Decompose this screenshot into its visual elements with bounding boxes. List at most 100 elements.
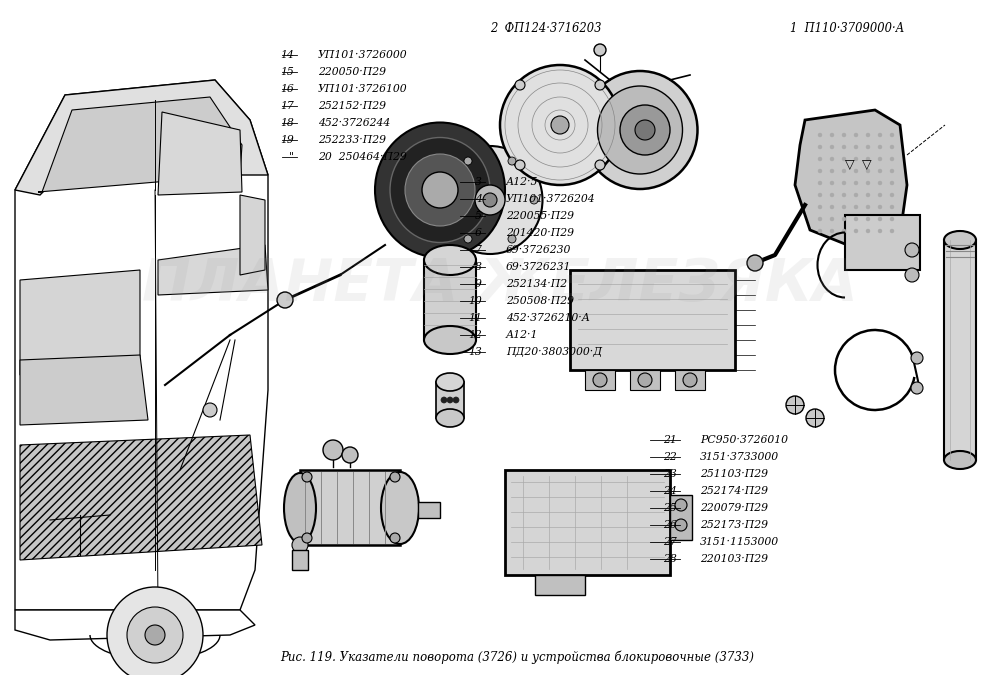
Bar — [585, 370, 615, 390]
Polygon shape — [795, 110, 907, 250]
Bar — [418, 502, 440, 518]
Circle shape — [842, 157, 846, 161]
Circle shape — [854, 145, 858, 149]
Circle shape — [442, 196, 450, 204]
Circle shape — [508, 235, 516, 243]
Circle shape — [595, 160, 605, 170]
Text: 14: 14 — [280, 50, 294, 60]
Ellipse shape — [424, 245, 476, 275]
Circle shape — [890, 193, 894, 197]
Bar — [630, 370, 660, 390]
Circle shape — [830, 169, 834, 173]
Text: 11: 11 — [468, 313, 482, 323]
Circle shape — [818, 133, 822, 137]
Text: 252174·П29: 252174·П29 — [700, 486, 768, 496]
Ellipse shape — [944, 451, 976, 469]
Circle shape — [878, 205, 882, 209]
Circle shape — [515, 160, 525, 170]
Text: ПД20·3803000·Д: ПД20·3803000·Д — [506, 347, 602, 357]
Circle shape — [878, 181, 882, 185]
Text: ПЛАНЕТА ЖЕЛЕЗЯКА: ПЛАНЕТА ЖЕЛЕЗЯКА — [142, 256, 858, 313]
Text: ▽: ▽ — [845, 159, 855, 171]
Text: 69·3726230: 69·3726230 — [506, 245, 571, 255]
Ellipse shape — [436, 409, 464, 427]
Circle shape — [911, 382, 923, 394]
Circle shape — [890, 217, 894, 221]
Polygon shape — [158, 112, 242, 195]
Circle shape — [866, 217, 870, 221]
Text: 201420·П29: 201420·П29 — [506, 228, 574, 238]
Circle shape — [866, 181, 870, 185]
Circle shape — [277, 292, 293, 308]
Bar — [670, 495, 692, 540]
Circle shape — [830, 205, 834, 209]
Circle shape — [145, 625, 165, 645]
Circle shape — [842, 217, 846, 221]
Circle shape — [866, 229, 870, 233]
Circle shape — [595, 80, 605, 90]
Circle shape — [830, 133, 834, 137]
Text: 12: 12 — [468, 330, 482, 340]
Polygon shape — [20, 355, 148, 425]
Text: 220055·П29: 220055·П29 — [506, 211, 574, 221]
Circle shape — [818, 157, 822, 161]
Circle shape — [854, 229, 858, 233]
Circle shape — [818, 181, 822, 185]
Circle shape — [890, 169, 894, 173]
Circle shape — [508, 157, 516, 165]
Ellipse shape — [390, 138, 490, 242]
Text: РС950·3726010: РС950·3726010 — [700, 435, 788, 445]
Circle shape — [890, 181, 894, 185]
Circle shape — [747, 255, 763, 271]
Text: 25: 25 — [663, 503, 677, 513]
Circle shape — [830, 145, 834, 149]
Ellipse shape — [438, 146, 542, 254]
Bar — [292, 550, 308, 570]
Ellipse shape — [944, 231, 976, 249]
Circle shape — [878, 169, 882, 173]
Circle shape — [830, 157, 834, 161]
Circle shape — [818, 217, 822, 221]
Text: 13: 13 — [468, 347, 482, 357]
Text: 3151·3733000: 3151·3733000 — [700, 452, 779, 462]
Bar — [505, 470, 670, 575]
Circle shape — [786, 396, 804, 414]
Polygon shape — [15, 610, 255, 640]
Ellipse shape — [424, 326, 476, 354]
Bar — [535, 575, 585, 595]
Text: 1  П110·3709000·А: 1 П110·3709000·А — [790, 22, 904, 34]
Ellipse shape — [551, 116, 569, 134]
Circle shape — [878, 217, 882, 221]
Circle shape — [905, 243, 919, 257]
Circle shape — [890, 229, 894, 233]
Circle shape — [830, 193, 834, 197]
Circle shape — [464, 235, 472, 243]
Circle shape — [830, 181, 834, 185]
Circle shape — [842, 229, 846, 233]
Text: 452·3726210·А: 452·3726210·А — [506, 313, 590, 323]
Text: 8: 8 — [475, 262, 482, 272]
Text: 252233·П29: 252233·П29 — [318, 135, 386, 145]
Text: 15: 15 — [280, 67, 294, 77]
Circle shape — [683, 373, 697, 387]
Circle shape — [818, 229, 822, 233]
Text: 252152·П29: 252152·П29 — [318, 101, 386, 111]
Bar — [675, 370, 705, 390]
Text: 7: 7 — [475, 245, 482, 255]
Bar — [436, 382, 464, 418]
Ellipse shape — [500, 65, 620, 185]
Circle shape — [905, 268, 919, 282]
Circle shape — [203, 403, 217, 417]
Circle shape — [806, 409, 824, 427]
Ellipse shape — [582, 71, 698, 189]
Circle shape — [464, 157, 472, 165]
Text: 5: 5 — [475, 211, 482, 221]
Circle shape — [854, 157, 858, 161]
Circle shape — [911, 352, 923, 364]
Text: 20  250464·П29: 20 250464·П29 — [318, 152, 407, 162]
Circle shape — [818, 193, 822, 197]
Circle shape — [453, 397, 459, 403]
Text: 251103·П29: 251103·П29 — [700, 469, 768, 479]
Circle shape — [635, 120, 655, 140]
Circle shape — [390, 533, 400, 543]
